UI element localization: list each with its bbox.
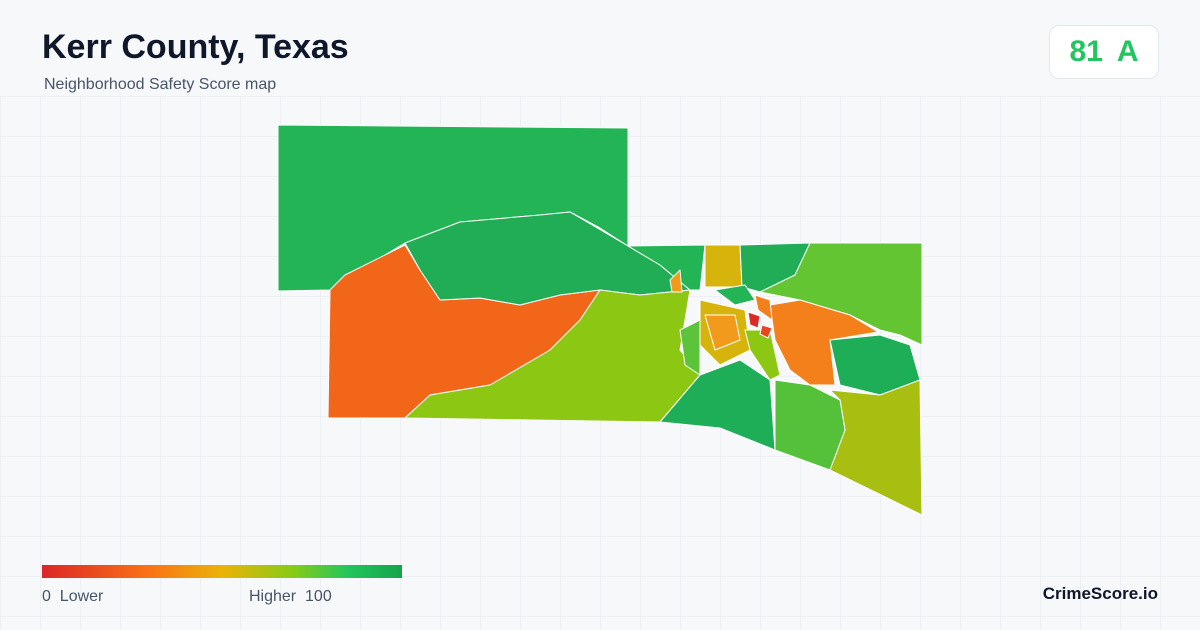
score-value: 81 — [1069, 35, 1103, 68]
legend-high: Higher 100 — [249, 588, 332, 606]
regions — [277, 124, 923, 516]
score-badge: 81 A — [1049, 25, 1159, 79]
title: Kerr County, Texas — [42, 28, 349, 66]
legend-gradient — [42, 565, 402, 578]
legend-max: 100 — [305, 588, 332, 605]
subtitle: Neighborhood Safety Score map — [44, 76, 277, 93]
legend-min: 0 — [42, 588, 51, 605]
score-grade: A — [1116, 35, 1139, 68]
legend-low: 0 Lower — [42, 588, 103, 606]
legend-min-label: Lower — [59, 588, 104, 605]
legend-max-label: Higher — [249, 588, 297, 605]
brand: CrimeScore.io — [1042, 584, 1158, 603]
